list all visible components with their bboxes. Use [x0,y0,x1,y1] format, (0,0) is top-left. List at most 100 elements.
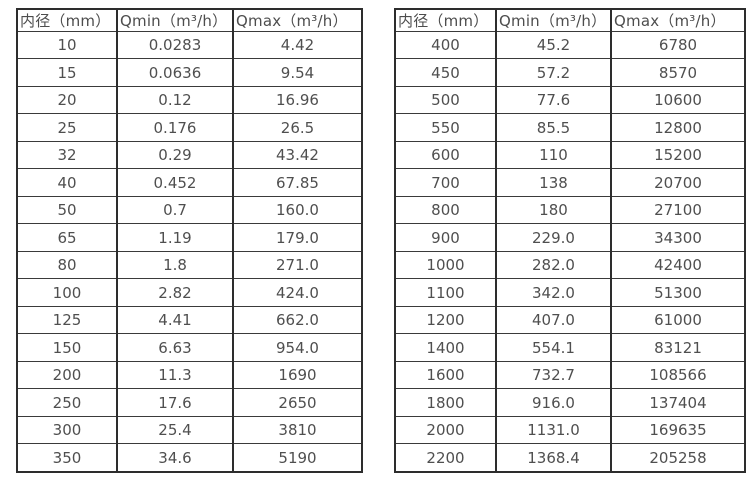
table-cell: 160.0 [232,195,363,225]
table-cell: 229.0 [495,223,612,252]
table-cell: 800 [394,195,497,225]
table-row: 2000 1131.0 169635 [394,415,746,445]
table-cell: 10 [16,30,118,60]
table-cell: 2650 [232,388,363,417]
table-cell: 2200 [394,443,497,473]
table-row: 25 0.176 26.5 [16,113,363,142]
table-cell: 27100 [610,195,746,225]
table-cell: 342.0 [495,278,612,307]
table-cell: 6.63 [116,333,234,362]
table-cell: 138 [495,168,612,197]
table-cell: 1690 [232,360,363,390]
table-cell: 42400 [610,250,746,280]
table-cell: 8570 [610,58,746,87]
column-header-0: 内径（mm） [16,8,118,32]
table-cell: 6780 [610,30,746,60]
table-row: 700 138 20700 [394,168,746,197]
table-cell: 57.2 [495,58,612,87]
table-row: 400 45.2 6780 [394,30,746,60]
table-cell: 1368.4 [495,443,612,473]
table-row: 125 4.41 662.0 [16,305,363,335]
table-cell: 250 [16,388,118,417]
table-cell: 1.8 [116,250,234,280]
table-cell: 16.96 [232,85,363,115]
table-row: 1200 407.0 61000 [394,305,746,335]
table-cell: 169635 [610,415,746,445]
table-row: 200 11.3 1690 [16,360,363,390]
table-row: 350 34.6 5190 [16,443,363,473]
table-cell: 900 [394,223,497,252]
table-cell: 50 [16,195,118,225]
table-cell: 205258 [610,443,746,473]
table-row: 1800 916.0 137404 [394,388,746,417]
table-row: 900 229.0 34300 [394,223,746,252]
table-cell: 600 [394,140,497,170]
table-cell: 25.4 [116,415,234,445]
table-cell: 5190 [232,443,363,473]
table-cell: 1100 [394,278,497,307]
table-cell: 0.452 [116,168,234,197]
column-header-0: 内径（mm） [394,8,497,32]
table-cell: 125 [16,305,118,335]
table-cell: 179.0 [232,223,363,252]
table-cell: 424.0 [232,278,363,307]
table-cell: 85.5 [495,113,612,142]
table-row: 50 0.7 160.0 [16,195,363,225]
table-row: 10 0.0283 4.42 [16,30,363,60]
table-cell: 0.0636 [116,58,234,87]
column-header-2: Qmax（m³/h） [610,8,746,32]
table-cell: 83121 [610,333,746,362]
table-cell: 916.0 [495,388,612,417]
table-cell: 61000 [610,305,746,335]
table-cell: 17.6 [116,388,234,417]
column-header-1: Qmin（m³/h） [495,8,612,32]
table-row: 1400 554.1 83121 [394,333,746,362]
table-row: 40 0.452 67.85 [16,168,363,197]
table-cell: 1600 [394,360,497,390]
table-cell: 150 [16,333,118,362]
table-cell: 100 [16,278,118,307]
table-row: 80 1.8 271.0 [16,250,363,280]
table-row: 600 110 15200 [394,140,746,170]
table-cell: 450 [394,58,497,87]
table-cell: 25 [16,113,118,142]
column-header-1: Qmin（m³/h） [116,8,234,32]
table-cell: 0.0283 [116,30,234,60]
table-cell: 0.12 [116,85,234,115]
table-cell: 0.176 [116,113,234,142]
table-cell: 45.2 [495,30,612,60]
column-header-2: Qmax（m³/h） [232,8,363,32]
table-cell: 4.41 [116,305,234,335]
table-cell: 271.0 [232,250,363,280]
table-row: 250 17.6 2650 [16,388,363,417]
table-cell: 662.0 [232,305,363,335]
table-cell: 80 [16,250,118,280]
table-row: 150 6.63 954.0 [16,333,363,362]
table-cell: 51300 [610,278,746,307]
table-cell: 1200 [394,305,497,335]
table-cell: 65 [16,223,118,252]
table-cell: 137404 [610,388,746,417]
table-cell: 180 [495,195,612,225]
table-cell: 26.5 [232,113,363,142]
table-cell: 200 [16,360,118,390]
table-row: 65 1.19 179.0 [16,223,363,252]
table-cell: 732.7 [495,360,612,390]
table-cell: 110 [495,140,612,170]
table-cell: 15200 [610,140,746,170]
table-cell: 400 [394,30,497,60]
header-row: 内径（mm） Qmin（m³/h） Qmax（m³/h） [394,8,746,32]
table-cell: 554.1 [495,333,612,362]
table-row: 15 0.0636 9.54 [16,58,363,87]
table-cell: 954.0 [232,333,363,362]
table-row: 32 0.29 43.42 [16,140,363,170]
table-row: 800 180 27100 [394,195,746,225]
table-cell: 1.19 [116,223,234,252]
table-cell: 20700 [610,168,746,197]
table-cell: 4.42 [232,30,363,60]
table-cell: 32 [16,140,118,170]
table-cell: 12800 [610,113,746,142]
table-cell: 20 [16,85,118,115]
table-row: 550 85.5 12800 [394,113,746,142]
